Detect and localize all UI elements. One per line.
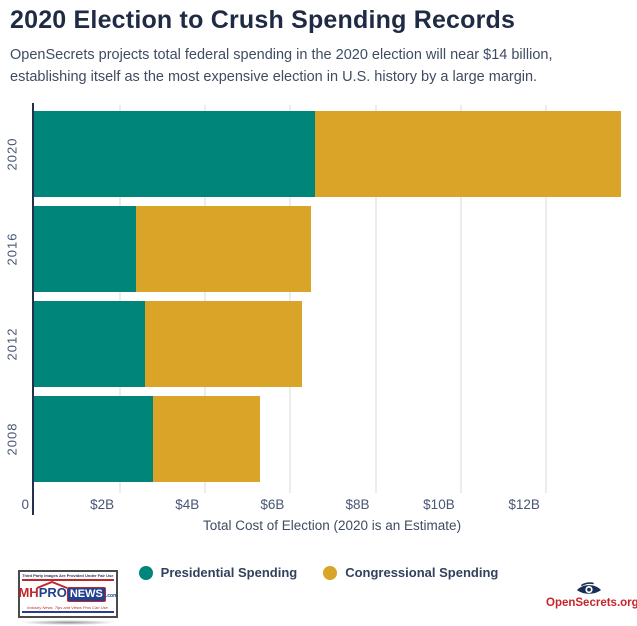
mhpronews-wordmark: MH PRO NEWS .com <box>18 581 118 603</box>
plot-area: 0 $2B $4B $6B $8B $10B $12B 2020 2016 2012 2008 <box>5 103 630 515</box>
bar-2020-congressional <box>314 111 622 197</box>
brand-news: NEWS <box>66 587 106 602</box>
logo-rule-red <box>22 579 114 581</box>
logo-shadow <box>20 620 116 625</box>
x-tick-label: $10B <box>423 497 455 512</box>
gridline <box>544 105 547 493</box>
x-tick-label: $8B <box>345 497 370 512</box>
congressional-legend-dot-icon <box>323 565 338 580</box>
mhpronews-logo: Third Party Images Are Provided Under Fa… <box>18 570 118 618</box>
gridline <box>374 105 377 493</box>
subtitle: OpenSecrets projects total federal spend… <box>10 44 610 89</box>
brand-pro: PRO <box>38 585 67 600</box>
house-roof-icon <box>36 581 68 589</box>
bar-2008-presidential <box>34 396 154 482</box>
y-axis-label-2008: 2008 <box>4 422 20 456</box>
legend-label: Presidential Spending <box>160 565 298 580</box>
x-tick-label: 0 <box>21 497 29 512</box>
bar-2008-congressional <box>153 396 260 482</box>
y-axis-line <box>32 103 34 515</box>
x-tick-label: $12B <box>508 497 540 512</box>
x-tick-label: $4B <box>175 497 200 512</box>
legend: Presidential Spending Congressional Spen… <box>0 565 637 580</box>
bar-2016-presidential <box>34 206 137 292</box>
brand-tld: .com <box>105 593 118 599</box>
y-axis-label-2016: 2016 <box>4 232 20 266</box>
bar-2012-congressional <box>144 301 303 387</box>
gridline <box>119 105 122 493</box>
bar-2012-presidential <box>34 301 145 387</box>
legend-item-presidential: Presidential Spending <box>138 565 298 580</box>
opensecrets-text: OpenSecrets.org <box>546 597 637 609</box>
bar-2020-presidential <box>34 111 315 197</box>
legend-item-congressional: Congressional Spending <box>323 565 498 580</box>
presidential-legend-dot-icon <box>138 565 153 580</box>
gridline <box>459 105 462 493</box>
x-tick-label: $6B <box>260 497 285 512</box>
page-title: 2020 Election to Crush Spending Records <box>10 6 516 34</box>
opensecrets-logo: OpenSecrets.org <box>546 582 637 609</box>
subtitle-line-2: establishing itself as the most expensiv… <box>10 69 538 86</box>
subtitle-line-1: OpenSecrets projects total federal spend… <box>10 47 553 63</box>
gridline <box>289 105 292 493</box>
y-axis-label-2020: 2020 <box>4 137 20 171</box>
legend-label: Congressional Spending <box>345 565 499 580</box>
brand-mh: MH <box>18 585 39 600</box>
gridline <box>204 105 207 493</box>
logo-rule-blue <box>22 611 114 613</box>
x-axis-title: Total Cost of Election (2020 is an Estim… <box>202 518 462 533</box>
opensecrets-eye-icon <box>577 582 601 594</box>
mhpronews-tagline: Industry News, Tips and Views Pros Can U… <box>27 605 109 610</box>
x-tick-label: $2B <box>90 497 115 512</box>
fair-use-disclaimer: Third Party Images Are Provided Under Fa… <box>22 573 114 578</box>
y-axis-label-2012: 2012 <box>4 327 20 361</box>
bar-2016-congressional <box>136 206 311 292</box>
